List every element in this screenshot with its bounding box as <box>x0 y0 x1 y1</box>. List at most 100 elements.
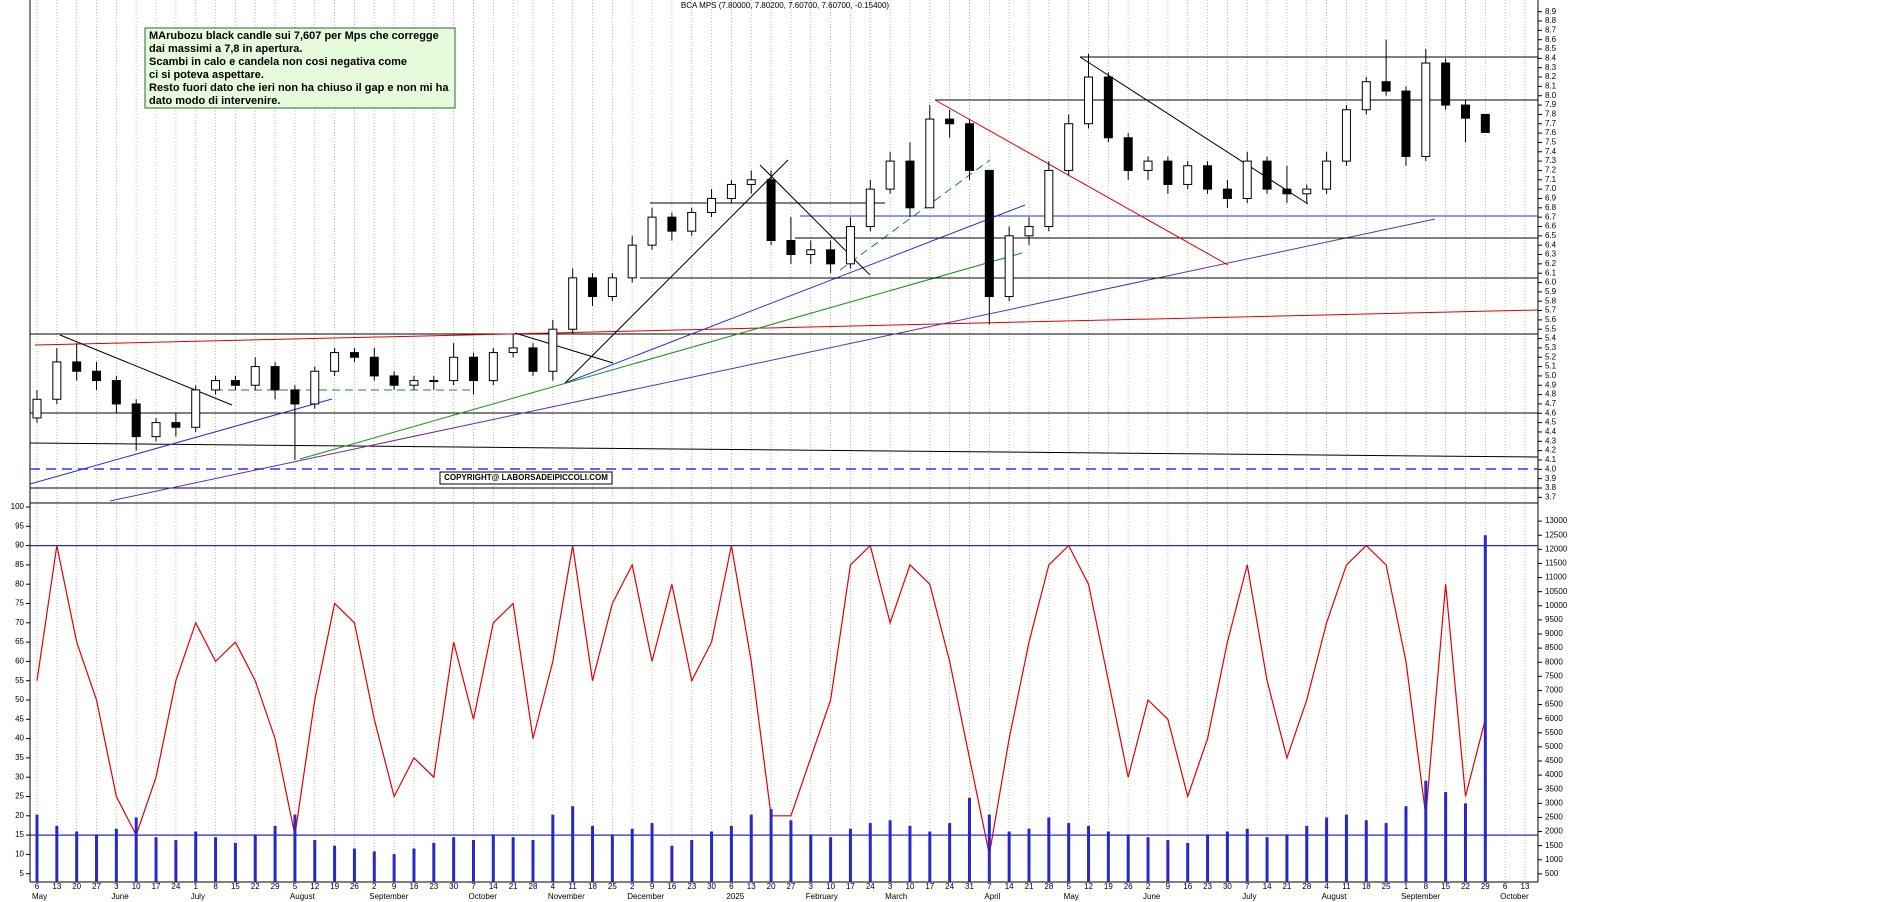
y2-tick-label: 4500 <box>1545 756 1563 765</box>
x-tick-label: 11 <box>1342 882 1351 891</box>
candle-body <box>687 211 697 232</box>
candle-body <box>1084 76 1094 125</box>
candle-body <box>1381 81 1391 92</box>
y2-tick-label: 7500 <box>1545 671 1563 680</box>
candle-body <box>111 380 121 405</box>
volume-bar <box>471 840 475 882</box>
y-tick-label: 4.8 <box>1545 390 1557 399</box>
x-tick-label: 7 <box>987 882 992 891</box>
lower-panel <box>30 535 1538 882</box>
y-tick-label: 6.6 <box>1545 222 1557 231</box>
volume-bar <box>511 837 515 882</box>
volume-bar <box>55 825 59 882</box>
volume-bar <box>114 828 118 882</box>
x-tick-label: 27 <box>786 882 795 891</box>
y-tick-label: 90 <box>15 541 24 550</box>
candle-body <box>171 422 181 428</box>
trend-line <box>1079 56 1309 205</box>
candle-body <box>766 179 776 241</box>
candle-body <box>1460 104 1470 119</box>
y-tick-label: 6.0 <box>1545 278 1557 287</box>
y-tick-label: 4.9 <box>1545 380 1557 389</box>
y-tick-label: 8.6 <box>1545 35 1557 44</box>
volume-bar <box>670 845 674 882</box>
y-tick-label: 4.3 <box>1545 436 1557 445</box>
candle-body <box>1361 81 1371 111</box>
trend-line <box>564 159 789 384</box>
volume-bar <box>253 834 257 882</box>
volume-bar <box>1047 817 1051 882</box>
y2-tick-label: 5500 <box>1545 728 1563 737</box>
y-tick-label: 70 <box>15 618 24 627</box>
x-tick-label: 24 <box>866 882 875 891</box>
y-tick-label: 7.8 <box>1545 110 1557 119</box>
y2-tick-label: 12500 <box>1545 530 1568 539</box>
x-tick-label: 17 <box>925 882 934 891</box>
candle-body <box>131 403 141 438</box>
y2-tick-label: 12000 <box>1545 544 1568 553</box>
x-tick-label: 8 <box>1424 882 1429 891</box>
y-tick-label: 7.9 <box>1545 100 1557 109</box>
y2-tick-label: 2500 <box>1545 813 1563 822</box>
candle-body <box>468 356 478 382</box>
volume-bar <box>75 831 79 882</box>
x-tick-label: 2 <box>1146 882 1151 891</box>
y-tick-label: 4.5 <box>1545 418 1557 427</box>
x-tick-label: 13 <box>747 882 756 891</box>
candle-body <box>786 239 796 256</box>
y-tick-label: 7.7 <box>1545 119 1557 128</box>
volume-bar <box>948 823 952 882</box>
candle-body <box>1044 169 1054 227</box>
volume-bar <box>650 823 654 882</box>
volume-bar <box>214 837 218 882</box>
x-tick-label: 12 <box>310 882 319 891</box>
volume-bar <box>1206 834 1210 882</box>
candle-body <box>667 216 677 232</box>
y-tick-label: 50 <box>15 695 24 704</box>
volume-bar <box>928 831 932 882</box>
volume-bar <box>967 797 971 882</box>
x-tick-label: 16 <box>667 882 676 891</box>
y2-tick-label: 1000 <box>1545 855 1563 864</box>
candle-body <box>349 352 359 358</box>
x-tick-label: 1 <box>193 882 198 891</box>
volume-bar <box>1305 825 1309 882</box>
y2-tick-label: 10500 <box>1545 587 1568 596</box>
x-tick-label: 4 <box>551 882 556 891</box>
x-tick-label: 21 <box>1282 882 1291 891</box>
x-tick-label: 14 <box>1263 882 1272 891</box>
month-label: June <box>1143 892 1161 901</box>
x-tick-label: 24 <box>171 882 180 891</box>
x-tick-label: 3 <box>114 882 119 891</box>
month-label: September <box>369 892 408 901</box>
y-tick-label: 4.7 <box>1545 399 1557 408</box>
candle-body <box>1222 188 1232 199</box>
candle-body <box>607 277 617 298</box>
y2-tick-label: 6000 <box>1545 714 1563 723</box>
trend-line <box>839 159 991 271</box>
y-tick-label: 55 <box>15 676 24 685</box>
x-tick-label: 22 <box>1461 882 1470 891</box>
y2-tick-label: 3500 <box>1545 784 1563 793</box>
volume-bar <box>729 825 733 882</box>
volume-bar <box>1186 842 1190 882</box>
y-tick-label: 40 <box>15 734 24 743</box>
x-tick-label: 4 <box>1324 882 1329 891</box>
candle-body <box>885 160 895 190</box>
x-tick-label: 29 <box>1481 882 1490 891</box>
y2-tick-label: 9500 <box>1545 615 1563 624</box>
y-tick-label: 6.1 <box>1545 268 1557 277</box>
y-tick-label: 65 <box>15 637 24 646</box>
y-tick-label: 8.1 <box>1545 81 1557 90</box>
volume-bar <box>1463 803 1467 882</box>
month-label: November <box>548 892 585 901</box>
x-tick-label: 20 <box>767 882 776 891</box>
volume-bar <box>194 831 198 882</box>
x-tick-label: 9 <box>1166 882 1171 891</box>
volume-bar <box>789 820 793 882</box>
volume-bar <box>829 837 833 882</box>
month-label: February <box>806 892 838 901</box>
candle-body <box>1480 113 1490 133</box>
annotation-box: MArubozu black candle sui 7,607 per Mps … <box>144 27 456 109</box>
candle-body <box>1024 225 1034 237</box>
